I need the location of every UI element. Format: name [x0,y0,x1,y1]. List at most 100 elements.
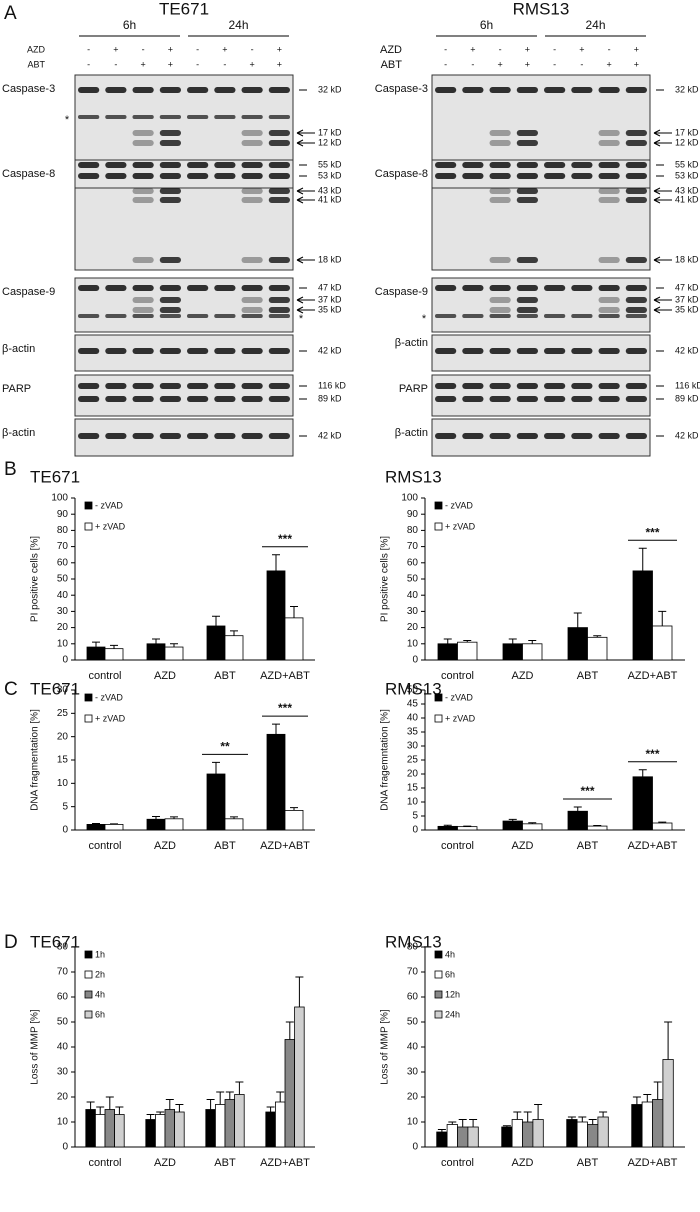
time-label: 6h [480,18,493,32]
error-bar [156,1111,165,1115]
y-tick-label: 70 [407,541,419,552]
y-tick-label: 90 [57,509,69,520]
blot-band [214,396,236,402]
blot-band [132,162,154,168]
blot-band [268,162,290,168]
y-tick-label: 40 [407,590,419,601]
blot-band [435,348,457,354]
error-bar [573,806,582,812]
blot-band [214,115,236,119]
legend-label: 24h [445,1009,460,1019]
legend-label: 6h [445,969,455,979]
y-tick-label: 30 [57,606,69,617]
blot-band [516,433,538,439]
treatment-mark: - [114,59,117,69]
blot-band [159,87,181,93]
bar [446,1124,458,1148]
treatment-mark: + [634,59,639,69]
legend-label: + zVAD [95,521,126,531]
blot-band [159,433,181,439]
y-tick-label: 0 [412,825,418,836]
blot-band [187,433,209,439]
blot-band [187,396,209,402]
error-bar [632,1096,641,1105]
blot-band [78,87,100,93]
blot-band [78,433,100,439]
y-tick-label: 10 [57,1117,69,1128]
chart-title: RMS13 [385,679,442,698]
error-bar [528,640,537,644]
blot-band [598,307,620,313]
blot-band [462,285,484,291]
blot-band [489,383,511,389]
blot-band [268,257,290,263]
treatment-mark: + [168,59,173,69]
error-bar [110,644,118,649]
blot-band [78,396,100,402]
blot-band [214,348,236,354]
y-tick-label: 70 [57,967,69,978]
blot-band [489,173,511,179]
error-bar [86,1101,95,1110]
bar [224,1099,236,1148]
blot-band [516,87,538,93]
blot-row-label: Caspase-9 [2,286,55,298]
blot-band [462,173,484,179]
error-bar [643,1094,652,1102]
treatment-mark: - [553,44,556,54]
bar [567,810,588,831]
blot-band [132,140,154,146]
blot-band [598,257,620,263]
blot-band [214,173,236,179]
error-bar [508,638,517,644]
blot-band [105,314,127,318]
blot-band [516,173,538,179]
y-tick-label: 20 [57,1092,69,1103]
blot-band [268,197,290,203]
blot-band [625,173,647,179]
significance-label: *** [645,525,659,539]
y-tick-label: 70 [57,541,69,552]
bar [104,1109,116,1148]
error-bar [285,1021,294,1040]
error-bar [170,643,178,648]
blot-band [516,257,538,263]
marker-arrowhead [296,306,304,314]
blot-band [241,257,263,263]
blot-band [516,162,538,168]
blot-band [598,173,620,179]
legend-swatch [434,1010,443,1019]
legend-swatch [84,990,93,999]
bar [632,776,653,831]
blot-band [105,173,127,179]
error-bar [235,1081,244,1095]
bar [632,570,653,661]
marker-arrowhead [653,196,661,204]
treatment-mark: - [196,44,199,54]
error-bar [295,976,304,1007]
blot-band [241,285,263,291]
blot-band [132,188,154,194]
treatment-mark: - [444,59,447,69]
blot-band [241,383,263,389]
error-bar [276,1091,285,1102]
error-bar [165,1099,174,1110]
blot-band [241,307,263,313]
blot-band [159,348,181,354]
blot-band [159,140,181,146]
marker-arrowhead [653,139,661,147]
marker-label: 89 kD [675,393,699,403]
y-tick-label: 45 [407,699,419,710]
blot-band [78,162,100,168]
bar [567,627,588,661]
blot-band [544,396,566,402]
y-axis-label: DNA fragemntation [%] [380,709,391,811]
bar [224,635,244,661]
blot-band [598,197,620,203]
marker-arrowhead [296,129,304,137]
blot-band [598,87,620,93]
treatment-mark: - [87,59,90,69]
blot-band [268,140,290,146]
legend-swatch [434,693,443,702]
blot-band [241,140,263,146]
